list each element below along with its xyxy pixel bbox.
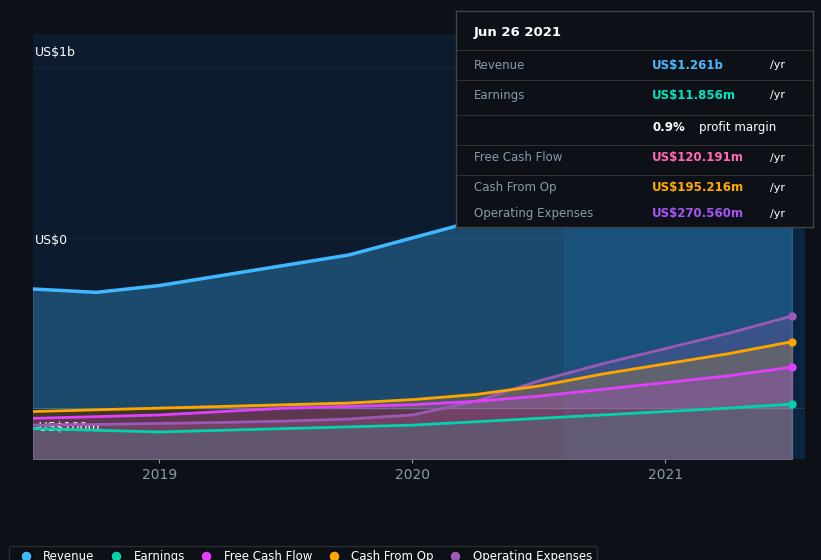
Text: /yr: /yr [770,183,785,193]
Text: Revenue: Revenue [474,59,525,72]
Legend: Revenue, Earnings, Free Cash Flow, Cash From Op, Operating Expenses: Revenue, Earnings, Free Cash Flow, Cash … [9,546,597,560]
Text: -US$100m: -US$100m [34,421,100,433]
Text: US$120.191m: US$120.191m [652,151,744,164]
Bar [564,34,805,459]
Text: profit margin: profit margin [699,121,776,134]
Text: /yr: /yr [770,60,785,70]
Text: US$270.560m: US$270.560m [652,207,744,221]
Text: US$11.856m: US$11.856m [652,89,736,102]
Text: /yr: /yr [770,209,785,219]
Text: US$195.216m: US$195.216m [652,181,744,194]
Text: US$1.261b: US$1.261b [652,59,724,72]
Text: Earnings: Earnings [474,89,525,102]
Text: /yr: /yr [770,153,785,163]
Text: 0.9%: 0.9% [652,121,685,134]
Text: US$1b: US$1b [34,46,76,59]
Text: Cash From Op: Cash From Op [474,181,556,194]
Text: Free Cash Flow: Free Cash Flow [474,151,562,164]
Text: US$0: US$0 [34,234,67,246]
Text: Operating Expenses: Operating Expenses [474,207,593,221]
Text: /yr: /yr [770,90,785,100]
Text: Jun 26 2021: Jun 26 2021 [474,26,562,39]
